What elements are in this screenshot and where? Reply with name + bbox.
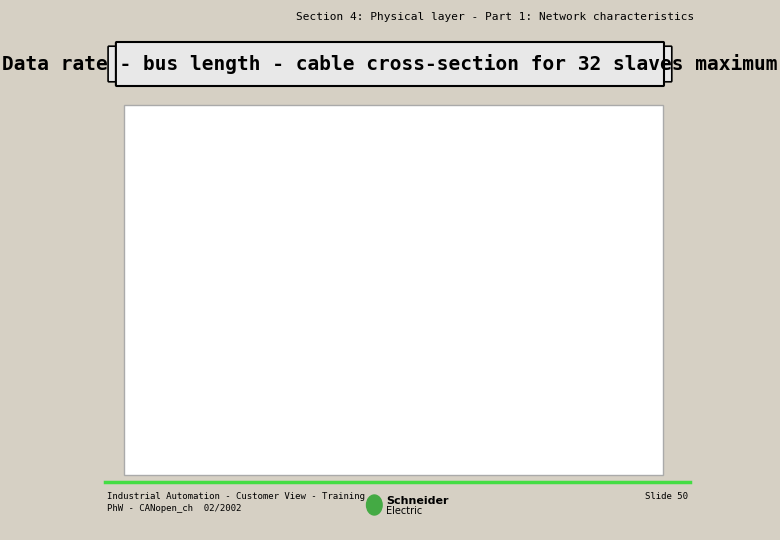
FancyBboxPatch shape [108, 46, 124, 82]
FancyBboxPatch shape [656, 46, 672, 82]
Text: PhW - CANopen_ch  02/2002: PhW - CANopen_ch 02/2002 [108, 504, 242, 513]
Circle shape [367, 495, 382, 515]
Text: Section 4: Physical layer - Part 1: Network characteristics: Section 4: Physical layer - Part 1: Netw… [296, 12, 694, 22]
Text: Industrial Automation - Customer View - Training: Industrial Automation - Customer View - … [108, 492, 365, 501]
Text: Slide 50: Slide 50 [645, 492, 688, 501]
FancyBboxPatch shape [125, 105, 663, 475]
Text: Data rate - bus length - cable cross-section for 32 slaves maximum: Data rate - bus length - cable cross-sec… [2, 54, 778, 74]
Text: Electric: Electric [386, 506, 422, 516]
FancyBboxPatch shape [116, 42, 664, 86]
Text: Schneider: Schneider [386, 496, 448, 506]
